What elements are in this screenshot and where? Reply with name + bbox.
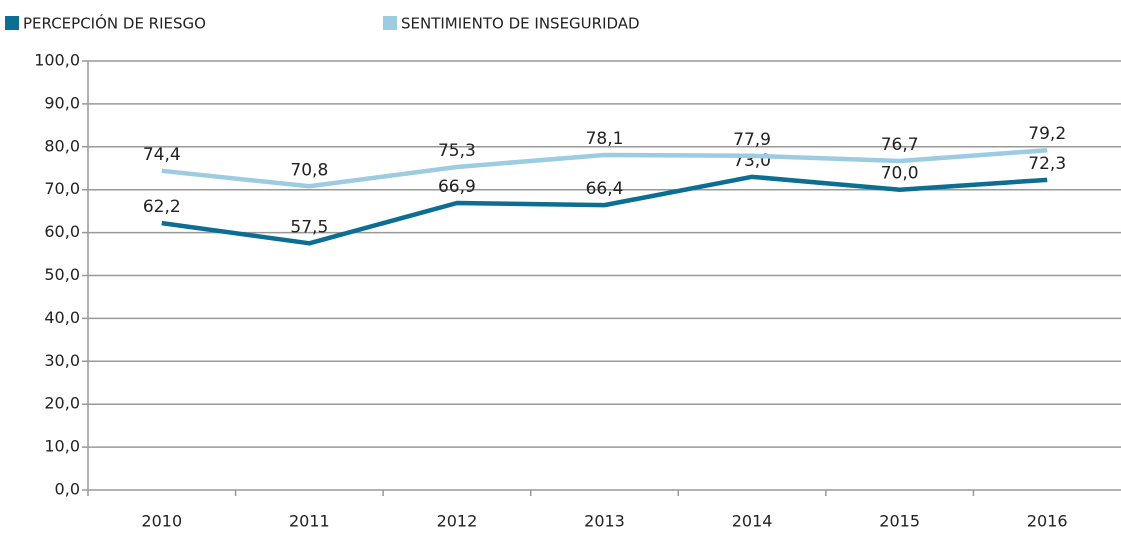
data-label: 66,4	[586, 179, 624, 199]
y-tick-label: 50,0	[44, 265, 80, 284]
data-label: 70,0	[881, 164, 919, 184]
data-label: 70,8	[290, 160, 328, 180]
data-label: 62,2	[143, 197, 181, 217]
x-tick-label: 2015	[879, 512, 920, 531]
y-tick-label: 70,0	[44, 179, 80, 198]
data-label: 76,7	[881, 135, 919, 155]
y-tick-label: 80,0	[44, 136, 80, 155]
x-tick-label: 2010	[141, 512, 182, 531]
data-label: 77,9	[733, 130, 771, 150]
data-label: 78,1	[586, 129, 624, 149]
series-line	[161, 147, 1048, 189]
legend-label: PERCEPCIÓN DE RIESGO	[23, 14, 206, 33]
data-label: 72,3	[1028, 154, 1066, 174]
data-label: 66,9	[438, 177, 476, 197]
legend-swatch	[5, 16, 19, 30]
y-tick-label: 40,0	[44, 308, 80, 327]
x-tick-label: 2016	[1027, 512, 1068, 531]
y-tick-label: 100,0	[34, 51, 80, 70]
x-tick-label: 2013	[584, 512, 625, 531]
x-tick-label: 2011	[289, 512, 330, 531]
x-tick-label: 2012	[437, 512, 478, 531]
data-label: 74,4	[143, 145, 181, 165]
y-tick-label: 60,0	[44, 222, 80, 241]
y-tick-label: 10,0	[44, 437, 80, 456]
legend-swatch	[383, 16, 397, 30]
y-tick-label: 90,0	[44, 93, 80, 112]
y-tick-label: 20,0	[44, 394, 80, 413]
data-label: 57,5	[290, 217, 328, 237]
data-label: 79,2	[1028, 124, 1066, 144]
series-line	[161, 174, 1048, 246]
x-tick-label: 2014	[732, 512, 773, 531]
y-tick-label: 30,0	[44, 351, 80, 370]
y-tick-label: 0,0	[55, 480, 80, 499]
data-label: 75,3	[438, 141, 476, 161]
legend-label: SENTIMIENTO DE INSEGURIDAD	[401, 15, 640, 33]
